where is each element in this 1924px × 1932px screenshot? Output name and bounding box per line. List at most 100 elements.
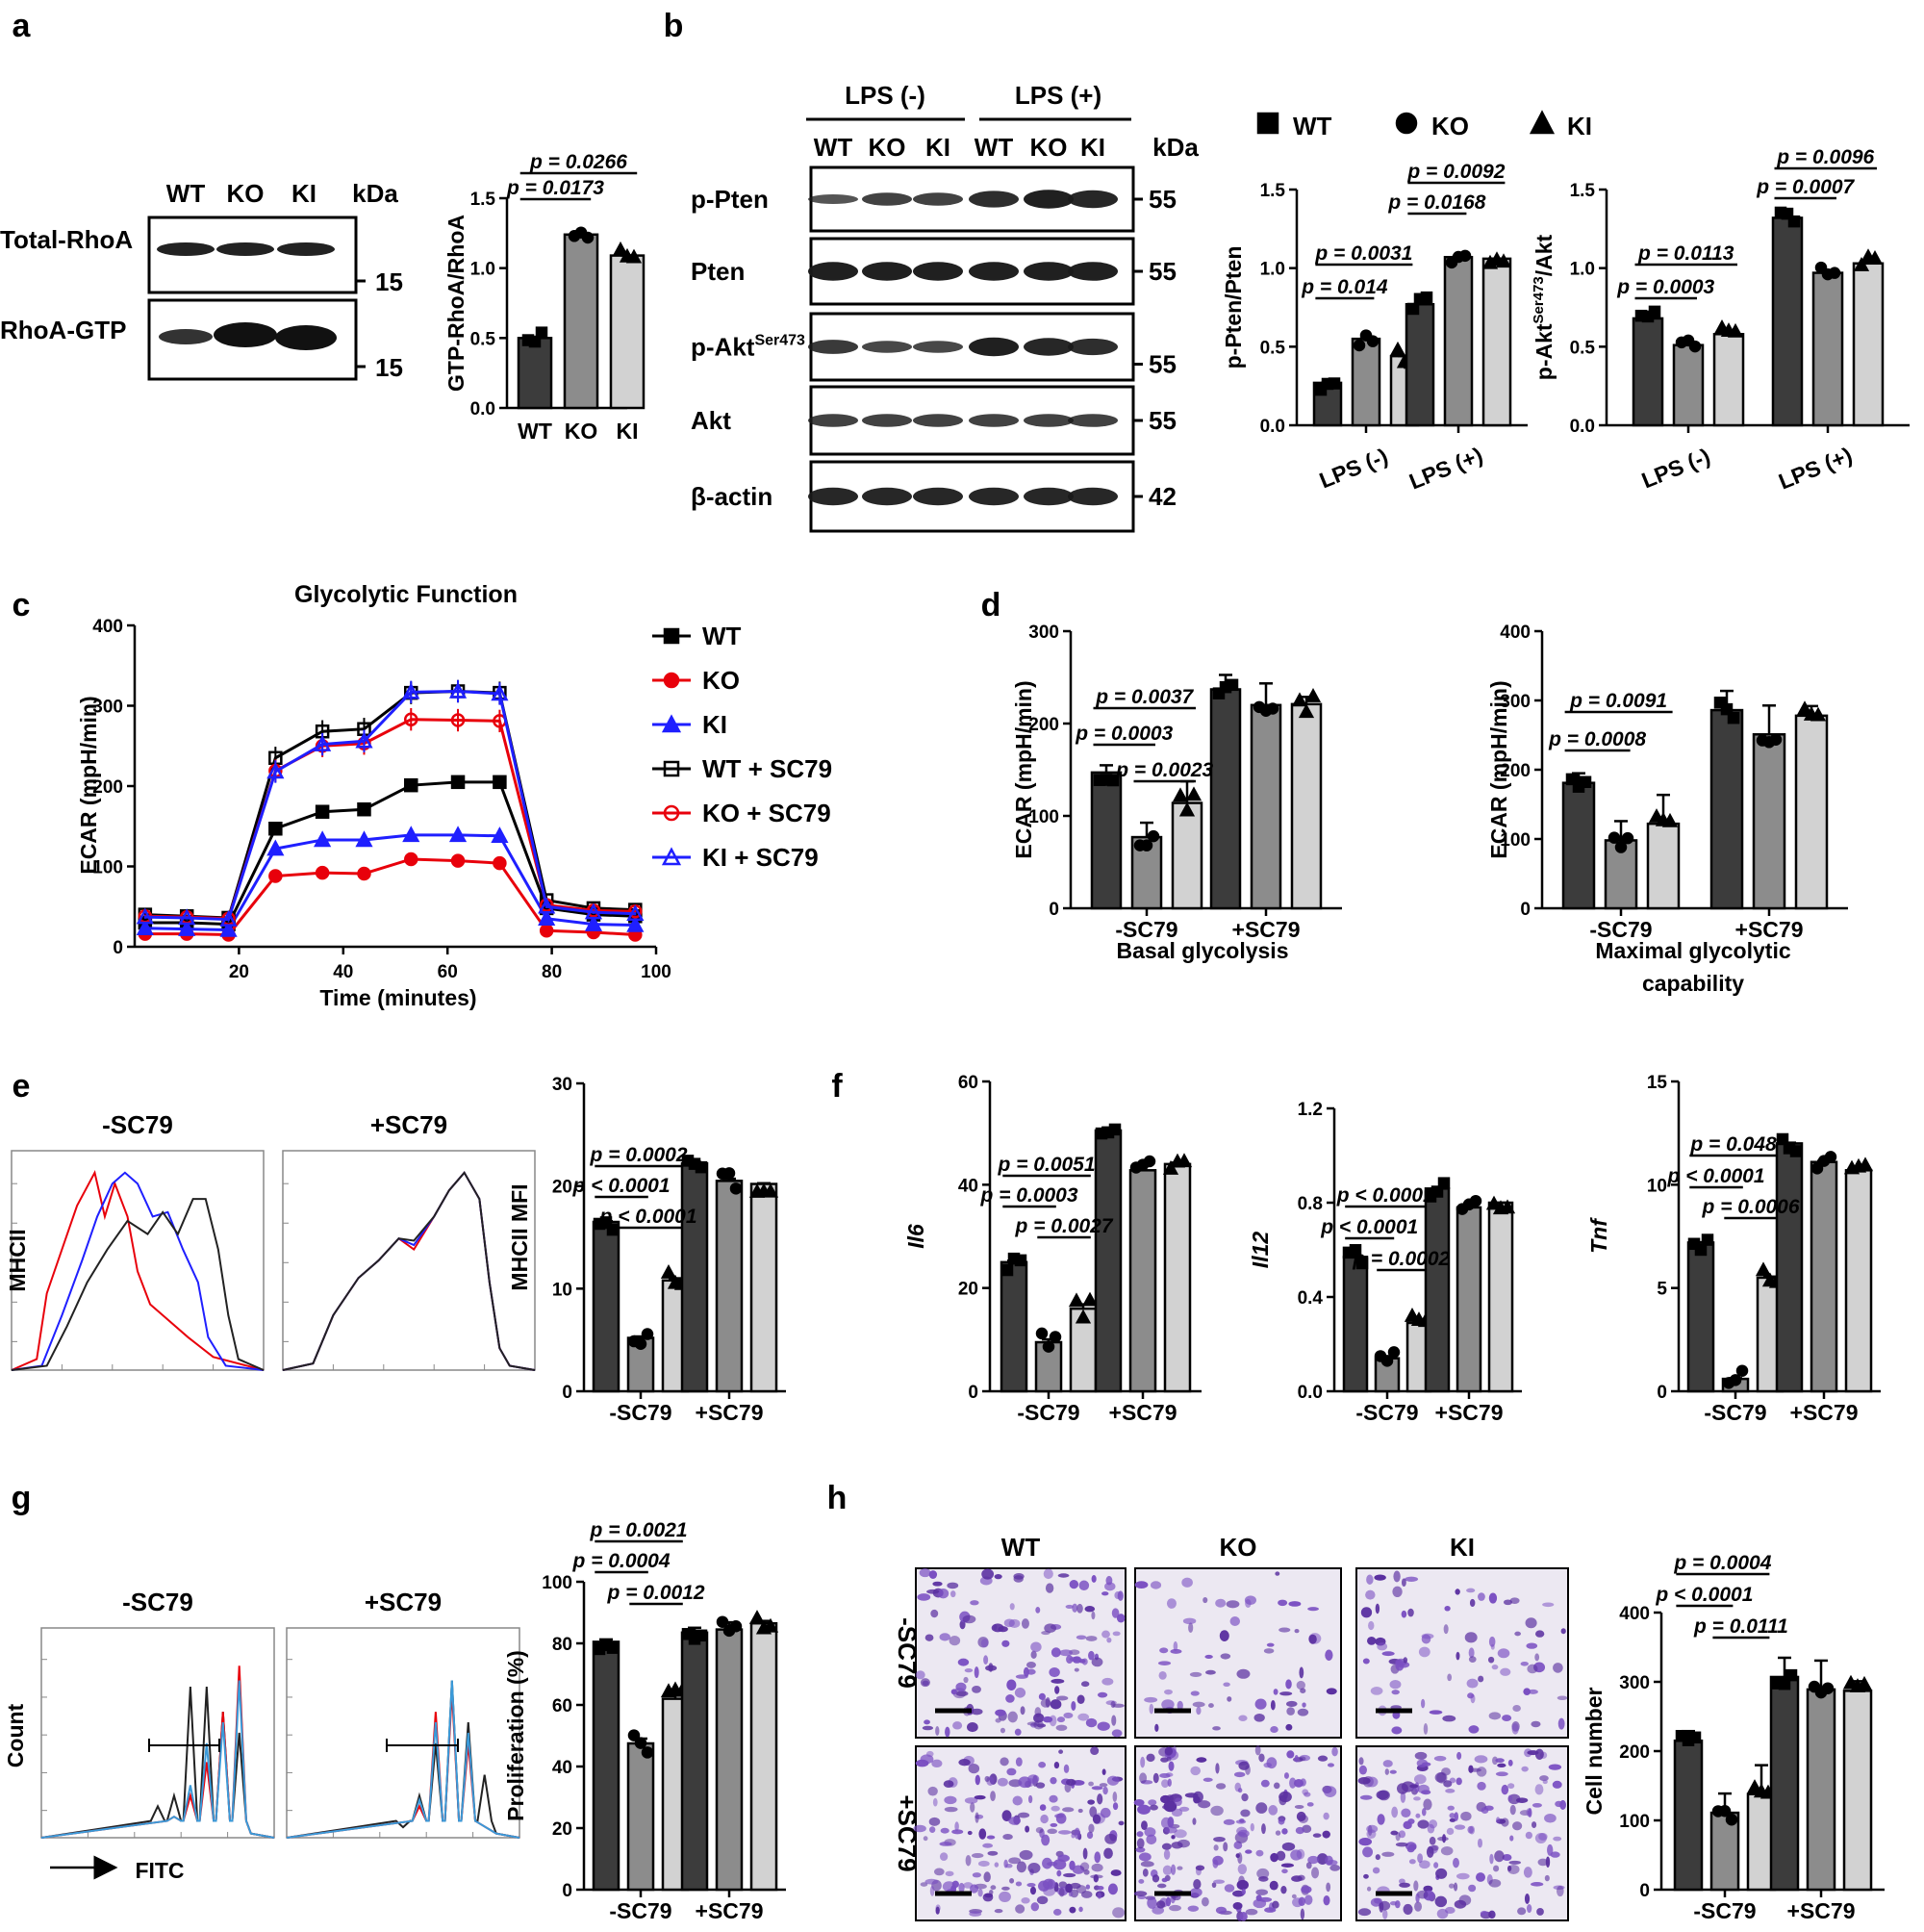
stained-cell (1507, 1783, 1515, 1790)
data-point (1735, 1364, 1749, 1377)
stained-cell (1534, 1784, 1544, 1795)
stained-cell (1091, 1575, 1097, 1583)
stained-cell (967, 1722, 978, 1733)
stained-cell (1084, 1606, 1096, 1613)
stained-cell (1300, 1908, 1305, 1920)
data-point (136, 907, 154, 925)
stained-cell (1523, 1688, 1532, 1696)
stained-cell (987, 1850, 999, 1856)
legend-label: WT + SC79 (702, 754, 832, 783)
histogram-title: +SC79 (365, 1588, 442, 1616)
stained-cell (1275, 1830, 1281, 1836)
stained-cell (1111, 1715, 1117, 1726)
stained-cell (1229, 1615, 1241, 1626)
stained-cell (1327, 1763, 1334, 1767)
stained-cell (1035, 1607, 1041, 1614)
y-tick-label: 5 (1657, 1280, 1667, 1300)
stained-cell (997, 1777, 1008, 1787)
stained-cell (1384, 1768, 1389, 1775)
stained-cell (993, 1624, 998, 1631)
data-point (1694, 1243, 1708, 1257)
data-point (315, 865, 330, 880)
image-column-label: KO (1220, 1533, 1257, 1562)
stained-cell (1468, 1765, 1474, 1773)
stained-cell (927, 1786, 938, 1796)
stained-cell (1041, 1834, 1051, 1846)
stained-cell (1233, 1771, 1246, 1778)
bar (1646, 822, 1681, 910)
stained-cell (982, 1843, 994, 1848)
stained-cell (1480, 1910, 1488, 1917)
y-tick-label: 80 (552, 1635, 572, 1655)
data-point (1608, 831, 1621, 844)
stained-cell (1377, 1642, 1388, 1651)
stained-cell (1278, 1599, 1288, 1607)
stained-cell (1474, 1755, 1488, 1764)
stained-cell (1054, 1686, 1060, 1694)
stained-cell (1255, 1802, 1268, 1814)
kda-marker: 55 (1149, 185, 1177, 214)
stained-cell (1468, 1647, 1475, 1659)
p-value: p < 0.0001 (1667, 1165, 1765, 1187)
stained-cell (1030, 1641, 1042, 1653)
stained-cell (1266, 1642, 1275, 1647)
y-tick-label: 100 (1619, 1812, 1650, 1832)
y-tick-label: 30 (552, 1075, 572, 1095)
y-tick-label: 0 (1049, 900, 1059, 920)
stained-cell (1103, 1847, 1113, 1859)
stained-cell (1407, 1818, 1415, 1824)
data-point (625, 248, 643, 264)
stained-cell (1489, 1853, 1494, 1865)
legend-marker (663, 672, 680, 689)
stained-cell (1495, 1758, 1505, 1764)
stained-cell (1190, 1690, 1200, 1696)
data-point (315, 804, 330, 819)
lane-label: KI (291, 179, 316, 208)
category-label: +SC79 (1790, 1400, 1859, 1425)
stained-cell (1099, 1783, 1108, 1788)
blot-band (808, 340, 858, 354)
data-point (493, 855, 507, 871)
data-point (1226, 678, 1239, 692)
p-value: p = 0.0173 (506, 177, 604, 199)
stained-cell (1036, 1895, 1049, 1905)
legend-label: KO + SC79 (702, 799, 831, 827)
blot-row-label-sup: Ser473 (754, 333, 805, 349)
p-value: p = 0.048 (1689, 1133, 1777, 1156)
stained-cell (1025, 1825, 1030, 1833)
stained-cell (1018, 1776, 1031, 1789)
stained-cell (1077, 1808, 1083, 1814)
stained-cell (1171, 1842, 1183, 1849)
stained-cell (1100, 1807, 1111, 1818)
data-point (1821, 1682, 1835, 1694)
blot-row-label: β-actin (691, 482, 772, 511)
stained-cell (1078, 1906, 1083, 1913)
stained-cell (1440, 1845, 1454, 1856)
data-point (626, 904, 645, 922)
stained-cell (1391, 1726, 1403, 1735)
category-label: -SC79 (1704, 1400, 1766, 1425)
stained-cell (1494, 1850, 1505, 1863)
stained-cell (1050, 1699, 1062, 1710)
blot-row-label: RhoA-GTP (0, 316, 126, 344)
stained-cell (1232, 1901, 1243, 1910)
stained-cell (1144, 1696, 1158, 1703)
stained-cell (1403, 1657, 1408, 1664)
stained-cell (1018, 1812, 1030, 1818)
stained-cell (1421, 1633, 1434, 1640)
data-point (493, 775, 507, 790)
panel-label: f (831, 1068, 843, 1105)
stained-cell (1000, 1757, 1009, 1767)
cell-stain (1134, 1571, 1337, 1733)
stained-cell (972, 1872, 981, 1878)
bar (626, 1741, 655, 1892)
stained-cell (1051, 1647, 1061, 1658)
legend-marker (663, 804, 680, 822)
stained-cell (984, 1775, 990, 1783)
stained-cell (1190, 1888, 1202, 1897)
stained-cell (1202, 1777, 1213, 1782)
stained-cell (1023, 1666, 1029, 1677)
legend-marker (1395, 112, 1418, 135)
stained-cell (988, 1663, 994, 1672)
y-tick-label: 1.5 (470, 190, 496, 210)
